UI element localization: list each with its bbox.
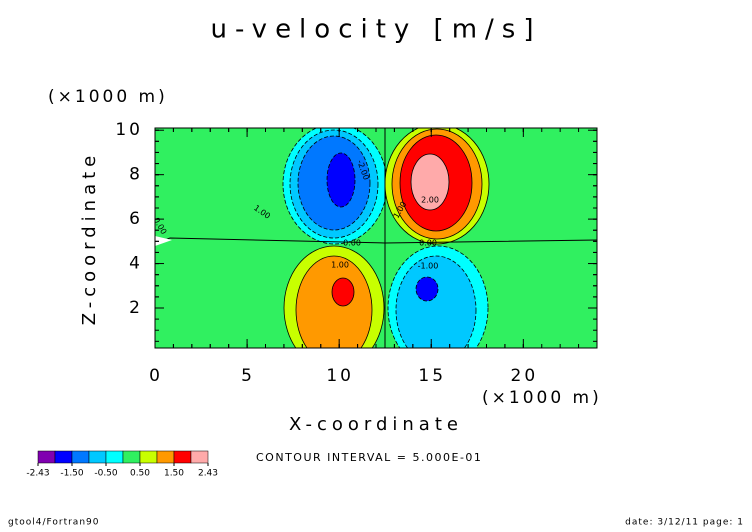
contour-region — [410, 153, 450, 211]
contour-label: -1.00 — [418, 262, 439, 271]
zero-notch — [155, 236, 172, 246]
colorbar-swatch — [105, 450, 124, 464]
contour-interval: CONTOUR INTERVAL = 5.000E-01 — [256, 451, 482, 464]
colorbar-label: -2.43 — [26, 469, 49, 479]
footer-right: date: 3/12/11 page: 1 — [625, 518, 744, 528]
y-unit: (×1000 m) — [48, 87, 168, 107]
contour-region — [395, 255, 477, 348]
x-tick-label: 20 — [511, 366, 539, 386]
y-tick-label: 8 — [129, 165, 143, 185]
colorbar-swatch — [173, 450, 192, 464]
chart-title: u-velocity [m/s] — [211, 15, 542, 45]
footer-left: gtool4/Fortran90 — [8, 518, 99, 528]
colorbar-swatch — [190, 450, 209, 464]
colorbar-swatch — [88, 450, 107, 464]
colorbar-swatch — [71, 450, 90, 464]
colorbar-swatch — [54, 450, 73, 464]
contour-region — [295, 255, 373, 348]
colorbar-swatch — [37, 450, 56, 464]
x-axis-label: X-coordinate — [289, 414, 463, 435]
x-tick-label: 5 — [241, 366, 255, 386]
colorbar-label: -1.50 — [60, 469, 84, 479]
contour-field: 0.00 0.001.00 -1.001.00-2.001.002.000.00 — [155, 128, 597, 348]
colorbar-swatch — [156, 450, 175, 464]
y-tick-label: 10 — [115, 120, 143, 140]
colorbar-swatch — [139, 450, 158, 464]
y-tick-label: 2 — [129, 298, 143, 318]
contour-label: 2.00 — [421, 196, 439, 205]
colorbar-label: 1.50 — [164, 469, 184, 479]
y-axis-label: Z-coordinate — [79, 151, 100, 326]
y-tick-label: 6 — [129, 209, 143, 229]
x-unit: (×1000 m) — [482, 388, 602, 408]
colorbar-label: 0.50 — [130, 469, 150, 479]
x-tick-label: 10 — [326, 366, 354, 386]
contour-label: 1.00 — [331, 261, 349, 270]
x-tick-label: 0 — [149, 366, 163, 386]
contour-label: 0.00 — [419, 239, 437, 248]
contour-region — [331, 277, 355, 307]
colorbar-label: -0.50 — [94, 469, 118, 479]
x-tick-label: 15 — [418, 366, 446, 386]
contour-region — [326, 152, 356, 208]
contour-region — [415, 276, 439, 302]
colorbar-swatch — [122, 450, 141, 464]
y-tick-label: 4 — [129, 254, 143, 274]
contour-label: 0.00 — [343, 239, 361, 248]
colorbar-label: 2.43 — [198, 469, 218, 479]
